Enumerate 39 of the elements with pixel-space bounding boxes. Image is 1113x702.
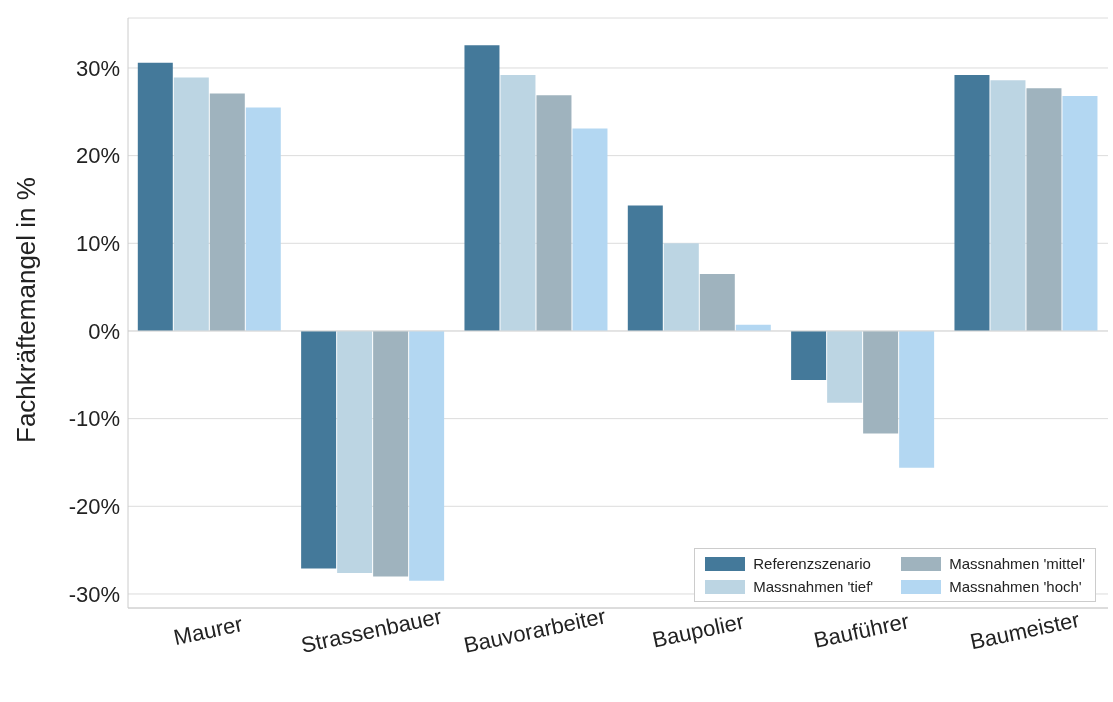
bar	[373, 330, 409, 577]
bar	[301, 330, 337, 569]
bar	[173, 77, 209, 331]
x-tick-label: Maurer	[171, 611, 245, 651]
bar	[464, 45, 500, 331]
y-tick-label: -30%	[68, 581, 120, 607]
y-tick-label: 10%	[75, 231, 120, 257]
bar	[137, 62, 173, 331]
bar	[536, 95, 572, 331]
legend-label: Massnahmen 'hoch'	[949, 578, 1082, 595]
bar	[663, 243, 699, 331]
x-tick-label: Bauführer	[811, 608, 912, 653]
x-tick-label: Baumeister	[967, 606, 1082, 655]
legend-label: Massnahmen 'tief'	[753, 578, 874, 595]
bar	[409, 330, 445, 581]
legend-label: Referenzszenario	[753, 555, 871, 572]
y-tick-label: -10%	[68, 406, 120, 432]
bar	[627, 205, 663, 331]
bar	[699, 273, 735, 331]
bar	[863, 330, 899, 434]
bar	[791, 330, 827, 381]
legend-label: Massnahmen 'mittel'	[949, 555, 1085, 572]
bar	[245, 107, 281, 331]
y-tick-label: 0%	[88, 318, 120, 344]
bar	[500, 74, 536, 331]
x-tick-label: Baupolier	[650, 608, 747, 653]
y-tick-label: 20%	[75, 143, 120, 169]
y-axis-title: Fachkräftemangel in %	[11, 177, 42, 443]
bar	[954, 74, 990, 331]
bar	[209, 93, 245, 331]
y-tick-label: -20%	[68, 494, 120, 520]
bar	[1062, 96, 1098, 331]
bar	[990, 80, 1026, 331]
bar	[572, 128, 608, 331]
bar	[899, 330, 935, 468]
bar	[337, 330, 373, 573]
bar	[1026, 88, 1062, 331]
y-tick-label: 30%	[75, 55, 120, 81]
bar	[827, 330, 863, 403]
